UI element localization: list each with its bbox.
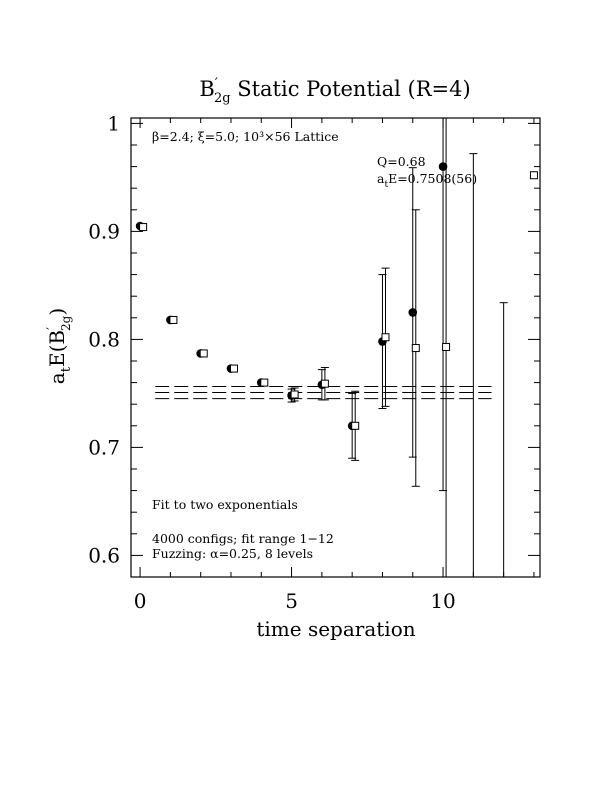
data-point-square (351, 421, 360, 430)
title-prime: ′ (215, 76, 218, 92)
y-tick-label: 0.9 (88, 219, 120, 243)
data-point-square (529, 171, 538, 180)
data-point-square (260, 378, 269, 387)
data-point-square (320, 379, 329, 388)
title-base: B (199, 77, 214, 101)
data-point-square (199, 349, 208, 358)
ylabel-post: ) (45, 308, 69, 316)
y-tick-label: 0.6 (88, 543, 120, 567)
ylabel-pre: a (45, 372, 69, 384)
ylabel-sub: 2g (59, 315, 73, 331)
ylabel-mid: E(B (45, 330, 69, 367)
x-axis-label: time separation (256, 617, 415, 641)
data-point-square (290, 390, 299, 399)
energy-pre: a (377, 171, 385, 186)
energy-annotation: atE=0.7508(56) (377, 171, 477, 190)
chart-title: B′ 2g Static Potential (R=4) (199, 76, 470, 106)
data-point-square (381, 333, 390, 342)
data-point-circle (438, 162, 448, 171)
y-axis-label: atE(B′2g) (45, 308, 74, 384)
data-point-square (139, 223, 148, 232)
y-tick-labels: 0.6 0.7 0.8 0.9 1 (88, 111, 120, 567)
data-point-square (442, 342, 451, 351)
data-point-circle (408, 308, 418, 317)
data-point-square (411, 344, 420, 353)
q-annotation: Q=0.68 (377, 154, 426, 169)
x-tick-labels: 0 5 10 (134, 589, 456, 613)
energy-post: E=0.7508(56) (388, 171, 477, 186)
ylabel-prime: ′ (45, 327, 60, 330)
configs-annotation: 4000 configs; fit range 1−12 (152, 531, 334, 546)
y-tick-label: 1 (107, 111, 120, 135)
energy-sub: t (384, 180, 388, 190)
x-tick-label: 0 (134, 589, 147, 613)
x-tick-label: 10 (430, 589, 455, 613)
title-rest: Static Potential (R=4) (231, 77, 471, 101)
data-markers (135, 162, 538, 431)
y-tick-label: 0.8 (88, 327, 120, 351)
plot-frame (130, 117, 541, 578)
data-point-square (230, 364, 239, 373)
y-tick-label: 0.7 (88, 435, 120, 459)
x-tick-label: 5 (285, 589, 298, 613)
title-sub: 2g (214, 91, 231, 106)
ylabel-pre-sub: t (59, 366, 74, 372)
data-point-square (169, 315, 178, 324)
lattice-annotation: β=2.4; ξ=5.0; 10³×56 Lattice (152, 129, 339, 144)
fit-type-annotation: Fit to two exponentials (152, 497, 298, 512)
fuzzing-annotation: Fuzzing: α=0.25, 8 levels (152, 546, 313, 561)
error-bars (287, 118, 508, 577)
